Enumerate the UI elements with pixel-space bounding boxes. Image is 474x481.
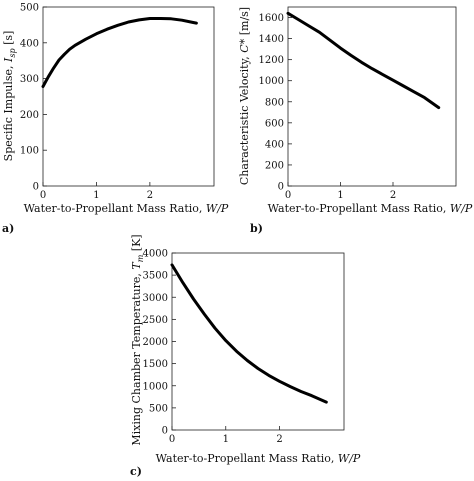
x-tick-label: 0: [169, 434, 175, 445]
x-tick-label: 1: [223, 434, 229, 445]
y-tick-label: 1500: [143, 359, 168, 370]
series-line: [41, 17, 198, 88]
panel-label: b): [250, 222, 263, 235]
x-tick-label: 0: [40, 190, 46, 201]
y-axis-label: Specific Impulse, Isp [s]: [2, 31, 17, 162]
series-line: [286, 11, 441, 110]
chart-panel-2: 0 1 2 0 200 400 600 800 1000 1200 1400 1600 Water-to…: [238, 6, 473, 235]
y-tick-label: 100: [20, 146, 39, 157]
chart-panel-3: 0 1 2 0 500 1000 1500 2000 2500 3000 3500 4000 Water…: [130, 234, 361, 478]
y-tick-label: 2000: [143, 337, 168, 348]
y-tick-label: 1000: [259, 76, 284, 87]
plot-area-frame: [171, 252, 345, 431]
y-tick-label: 4000: [143, 249, 168, 260]
x-tick-label: 2: [390, 190, 396, 201]
y-tick-label: 0: [33, 182, 39, 193]
y-tick-label: 300: [20, 74, 39, 85]
y-tick-label: 600: [265, 118, 284, 129]
y-axis-label: Characteristic Velocity, C* [m/s]: [238, 7, 251, 185]
panel-label: c): [130, 465, 142, 478]
y-tick-label: 200: [20, 110, 39, 121]
x-tick-label: 0: [285, 190, 291, 201]
y-tick-label: 200: [265, 160, 284, 171]
x-tick-label: 1: [93, 190, 99, 201]
y-tick-label: 400: [265, 139, 284, 150]
y-tick-label: 500: [149, 403, 168, 414]
series-line: [170, 263, 328, 404]
y-tick-label: 800: [265, 97, 284, 108]
y-tick-label: 1000: [143, 381, 168, 392]
y-tick-label: 1200: [259, 55, 284, 66]
x-axis-label: Water-to-Propellant Mass Ratio, W/P: [268, 202, 473, 215]
y-axis-label: Mixing Chamber Temperature, Tm [K]: [130, 234, 145, 445]
chart-panel-1: 0 1 2 0 100 200 300 400 500 Water-to-Propellant M…: [2, 3, 229, 236]
y-tick-label: 0: [278, 182, 284, 193]
y-tick-label: 0: [162, 426, 168, 437]
y-tick-label: 500: [20, 3, 39, 14]
y-tick-label: 1600: [259, 13, 284, 24]
y-tick-label: 1400: [259, 34, 284, 45]
y-tick-label: 400: [20, 38, 39, 49]
x-axis-label: Water-to-Propellant Mass Ratio, W/P: [24, 202, 229, 215]
y-tick-label: 2500: [143, 315, 168, 326]
plot-area-frame: [287, 6, 457, 187]
y-tick-label: 3500: [143, 271, 168, 282]
y-tick-label: 3000: [143, 293, 168, 304]
panel-label: a): [2, 222, 14, 235]
x-axis-label: Water-to-Propellant Mass Ratio, W/P: [156, 452, 361, 465]
x-tick-label: 1: [337, 190, 343, 201]
x-tick-label: 2: [147, 190, 153, 201]
x-tick-label: 2: [276, 434, 282, 445]
plot-area-frame: [42, 6, 215, 187]
